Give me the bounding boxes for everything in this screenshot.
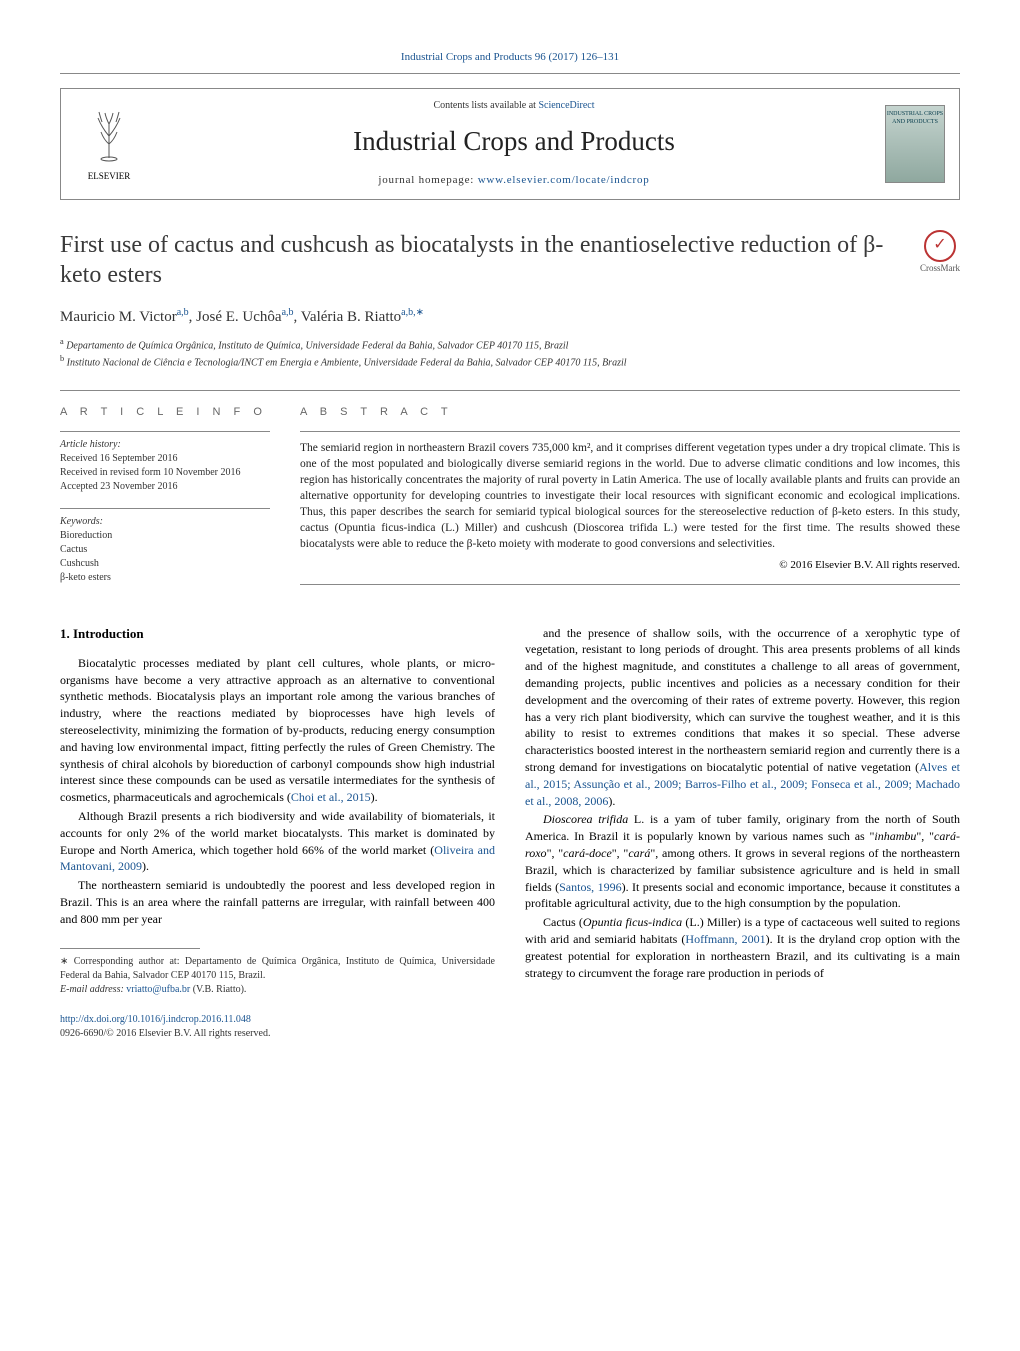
body-paragraph: Cactus (Opuntia ficus-indica (L.) Miller… [525, 914, 960, 981]
body-paragraph: and the presence of shallow soils, with … [525, 625, 960, 810]
crossmark-label: CrossMark [920, 262, 960, 275]
doi-block: http://dx.doi.org/10.1016/j.indcrop.2016… [60, 1013, 495, 1041]
journal-homepage: journal homepage: www.elsevier.com/locat… [143, 173, 885, 188]
footnote-separator [60, 948, 200, 949]
affiliations: a Departamento de Química Orgânica, Inst… [60, 336, 960, 371]
crossmark-icon: ✓ [924, 230, 956, 262]
keyword: Bioreduction [60, 530, 112, 541]
article-title: First use of cactus and cushcush as bioc… [60, 230, 904, 290]
divider [60, 73, 960, 74]
footnotes: ∗ Corresponding author at: Departamento … [60, 955, 495, 997]
corresponding-footnote: ∗ Corresponding author at: Departamento … [60, 955, 495, 983]
abstract-text: The semiarid region in northeastern Braz… [300, 431, 960, 553]
doi-link[interactable]: http://dx.doi.org/10.1016/j.indcrop.2016… [60, 1014, 251, 1025]
header-citation: Industrial Crops and Products 96 (2017) … [60, 50, 960, 65]
history-accepted: Accepted 23 November 2016 [60, 481, 177, 492]
email-suffix: (V.B. Riatto). [190, 984, 246, 995]
keyword: Cushcush [60, 558, 99, 569]
history-label: Article history: [60, 439, 121, 450]
sciencedirect-link[interactable]: ScienceDirect [538, 100, 594, 111]
homepage-prefix: journal homepage: [378, 174, 477, 186]
crossmark-badge[interactable]: ✓ CrossMark [920, 230, 960, 275]
body-paragraph: Although Brazil presents a rich biodiver… [60, 808, 495, 875]
contents-list: Contents lists available at ScienceDirec… [143, 99, 885, 113]
abstract-copyright: © 2016 Elsevier B.V. All rights reserved… [300, 558, 960, 573]
email-label: E-mail address: [60, 984, 126, 995]
journal-name: Industrial Crops and Products [143, 123, 885, 161]
affil-text: Departamento de Química Orgânica, Instit… [66, 340, 568, 351]
keyword: β-keto esters [60, 572, 111, 583]
body-left-column: 1. Introduction Biocatalytic processes m… [60, 625, 495, 1041]
cover-line2: AND PRODUCTS [892, 118, 938, 126]
body-paragraph: Biocatalytic processes mediated by plant… [60, 655, 495, 806]
elsevier-label: ELSEVIER [88, 170, 131, 183]
body-paragraph: The northeastern semiarid is undoubtedly… [60, 877, 495, 927]
journal-center: Contents lists available at ScienceDirec… [143, 99, 885, 188]
body-right-column: and the presence of shallow soils, with … [525, 625, 960, 1041]
authors: Mauricio M. Victora,b, José E. Uchôaa,b,… [60, 306, 960, 328]
cover-line1: INDUSTRIAL CROPS [887, 110, 943, 118]
elsevier-logo: ELSEVIER [75, 105, 143, 183]
affil-sup: b [60, 354, 64, 363]
abstract-bottom-rule [300, 584, 960, 585]
article-info-column: A R T I C L E I N F O Article history: R… [60, 391, 270, 584]
elsevier-tree-icon [84, 106, 134, 170]
article-info-heading: A R T I C L E I N F O [60, 405, 270, 420]
article-history: Article history: Received 16 September 2… [60, 431, 270, 494]
homepage-link[interactable]: www.elsevier.com/locate/indcrop [478, 174, 650, 186]
abstract-heading: A B S T R A C T [300, 405, 960, 420]
keyword: Cactus [60, 544, 87, 555]
affil-text: Instituto Nacional de Ciência e Tecnolog… [67, 357, 627, 368]
history-received: Received 16 September 2016 [60, 453, 177, 464]
journal-header: ELSEVIER Contents lists available at Sci… [60, 88, 960, 199]
intro-heading: 1. Introduction [60, 625, 495, 643]
keywords-label: Keywords: [60, 516, 103, 527]
body-paragraph: Dioscorea trifida L. is a yam of tuber f… [525, 811, 960, 912]
keywords: Keywords: Bioreduction Cactus Cushcush β… [60, 508, 270, 585]
issn-copyright: 0926-6690/© 2016 Elsevier B.V. All right… [60, 1028, 270, 1039]
email-link[interactable]: vriatto@ufba.br [126, 984, 190, 995]
affil-sup: a [60, 337, 64, 346]
history-revised: Received in revised form 10 November 201… [60, 467, 241, 478]
abstract-column: A B S T R A C T The semiarid region in n… [300, 391, 960, 584]
journal-cover-thumb: INDUSTRIAL CROPS AND PRODUCTS [885, 105, 945, 183]
contents-prefix: Contents lists available at [433, 100, 538, 111]
